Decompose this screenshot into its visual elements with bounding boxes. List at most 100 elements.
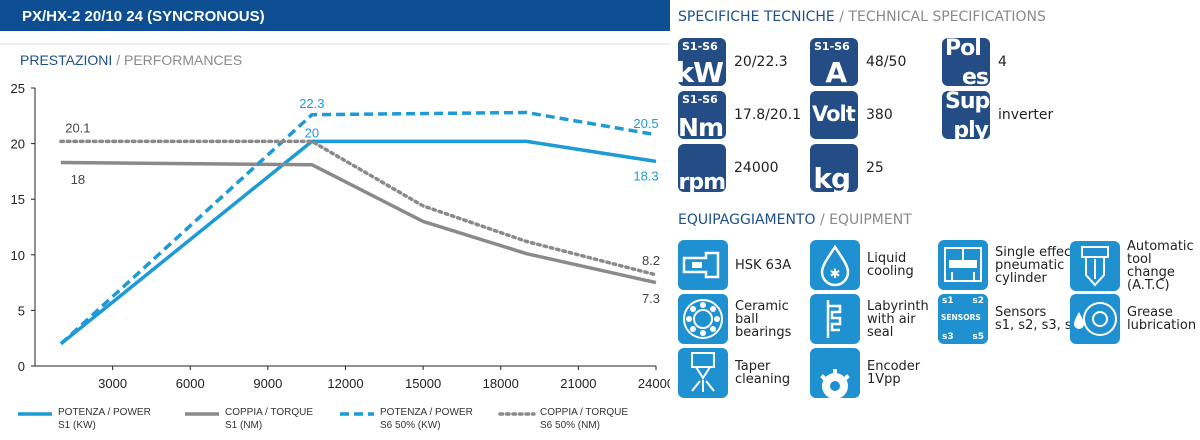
equipment-heading-it: EQUIPAGGIAMENTO	[678, 212, 816, 228]
rpm-badge-icon: rpm	[678, 144, 726, 192]
equip-label: Ceramic ball bearings	[735, 298, 792, 340]
sensors-word: SENSORS	[941, 313, 981, 322]
equip-hsk: HSK 63A	[678, 240, 791, 290]
spec-poles: Pol es 4	[942, 38, 1007, 86]
spec-supply: Sup ply inverter	[942, 91, 1053, 139]
poles-badge-icon: Pol es	[942, 38, 990, 86]
sensor-s5: s5	[972, 332, 984, 342]
series-layer	[59, 110, 658, 346]
sensor-s3: s3	[942, 332, 954, 342]
badge-line1: Pol	[945, 38, 982, 61]
pneumatic-cylinder-icon	[938, 240, 988, 290]
x-tick-label: 24000	[638, 376, 670, 391]
y-tick-label: 5	[18, 303, 25, 318]
supply-badge-icon: Sup ply	[942, 91, 990, 139]
badge-main: kg	[813, 162, 851, 192]
x-axis-ticks: 3000 6000 9000 12000 15000 18000 21000 24000	[98, 366, 670, 391]
x-tick-label: 15000	[405, 376, 441, 391]
specs-heading-it: SPECIFICHE TECNICHE	[678, 9, 835, 25]
spec-value: 380	[866, 107, 893, 123]
legend-label-2: COPPIA / TORQUE	[225, 407, 313, 418]
x-tick-label: 9000	[253, 376, 282, 391]
specs-heading-en: TECHNICAL SPECIFICATIONS	[848, 9, 1046, 25]
equip-label: Taper cleaning	[735, 359, 791, 387]
specs-heading: SPECIFICHE TECNICHE / TECHNICAL SPECIFIC…	[678, 9, 1046, 25]
badge-line2: es	[961, 65, 989, 86]
badge-main: kW	[678, 56, 724, 86]
legend-label-1: POTENZA / POWER	[58, 407, 151, 418]
sensors-icon: s1 s2 SENSORS s3 s5	[938, 294, 988, 344]
spec-speed: rpm 24000	[678, 144, 779, 192]
legend-sublabel-3: S6 50% (KW)	[380, 420, 441, 431]
legend-label-4: COPPIA / TORQUE	[540, 407, 628, 418]
kg-badge-icon: kg	[810, 144, 858, 192]
equipment-heading-en: EQUIPMENT	[829, 212, 912, 228]
spec-value: 24000	[734, 160, 779, 176]
badge-main: Volt	[812, 102, 856, 126]
grease-lubrication-icon	[1070, 294, 1120, 344]
data-label: 18.3	[633, 169, 658, 184]
labyrinth-seal-icon	[810, 294, 860, 344]
x-tick-label: 18000	[483, 376, 519, 391]
spec-power: S1-S6 kW 20/22.3	[678, 38, 788, 86]
y-tick-label: 10	[11, 248, 25, 263]
legend-label-3: POTENZA / POWER	[380, 407, 473, 418]
badge-line2: ply	[953, 118, 989, 139]
y-tick-label: 15	[11, 192, 25, 207]
equip-label: Liquid cooling	[867, 251, 914, 279]
x-tick-label: 3000	[98, 376, 127, 391]
x-tick-label: 6000	[176, 376, 205, 391]
y-tick-label: 20	[11, 137, 25, 152]
badge-sup: S1-S6	[682, 40, 718, 53]
series-line-4	[59, 139, 658, 277]
data-label: 8.2	[642, 253, 660, 268]
specs-heading-sep: /	[839, 9, 844, 25]
hsk-tool-icon	[678, 240, 728, 290]
spec-value: 25	[866, 160, 884, 176]
performance-heading: PRESTAZIONI / PERFORMANCES	[20, 52, 242, 68]
series-line-2	[60, 160, 657, 285]
y-axis-ticks: 0 5 10 15 20 25	[11, 81, 35, 374]
data-label: 20	[305, 126, 319, 141]
sensor-s2: s2	[972, 296, 984, 306]
spec-voltage: Volt 380	[810, 91, 893, 139]
ampere-badge-icon: S1-S6 A	[810, 38, 858, 86]
equip-encoder: Encoder 1Vpp	[810, 348, 920, 398]
sensor-s1: s1	[942, 296, 954, 306]
legend-sublabel-2: S1 (NM)	[225, 420, 262, 431]
legend-sublabel-1: S1 (KW)	[58, 420, 96, 431]
data-labels: 20.1 18 22.3 20 20.5 18.3 8.2 7.3	[65, 96, 660, 306]
spec-value: 17.8/20.1	[734, 107, 802, 123]
equip-label: Single effect pneumatic cylinder	[995, 244, 1077, 286]
taper-cleaning-icon	[678, 348, 728, 398]
y-tick-label: 25	[11, 81, 25, 96]
data-label: 7.3	[642, 291, 660, 306]
nm-badge-icon: S1-S6 Nm	[678, 91, 726, 139]
series-line-3	[59, 110, 657, 346]
equip-label: Automatic tool change (A.T.C)	[1127, 239, 1194, 293]
liquid-cooling-icon: ✱	[810, 240, 860, 290]
spec-weight: kg 25	[810, 144, 884, 192]
equip-label: Grease lubrication	[1127, 305, 1197, 333]
performance-chart: PX/HX-2 20/10 24 (SYNCRONOUS) PRESTAZION…	[0, 0, 670, 431]
volt-badge-icon: Volt	[810, 91, 858, 139]
x-tick-label: 21000	[560, 376, 596, 391]
y-tick-label: 0	[18, 359, 25, 374]
equip-cooling: ✱ Liquid cooling	[810, 240, 914, 290]
encoder-icon	[810, 348, 860, 398]
kw-badge-icon: S1-S6 kW	[678, 38, 726, 86]
spec-value: 48/50	[866, 54, 907, 70]
page-title: PX/HX-2 20/10 24 (SYNCRONOUS)	[22, 8, 265, 25]
spec-value: 4	[998, 54, 1007, 70]
equipment-heading: EQUIPAGGIAMENTO / EQUIPMENT	[678, 212, 912, 228]
badge-main: A	[825, 56, 847, 86]
equip-label: Labyrinth with air seal	[867, 298, 929, 340]
equip-sensors: s1 s2 SENSORS s3 s5 Sensors s1, s2, s3, s…	[938, 294, 1080, 344]
badge-sup: S1-S6	[814, 40, 850, 53]
data-label: 20.5	[633, 116, 658, 131]
ball-bearing-icon	[678, 294, 728, 344]
series-line-1	[59, 139, 657, 346]
equip-cylinder: Single effect pneumatic cylinder	[938, 240, 1076, 290]
header-bar	[0, 0, 670, 31]
x-tick-label: 12000	[327, 376, 363, 391]
